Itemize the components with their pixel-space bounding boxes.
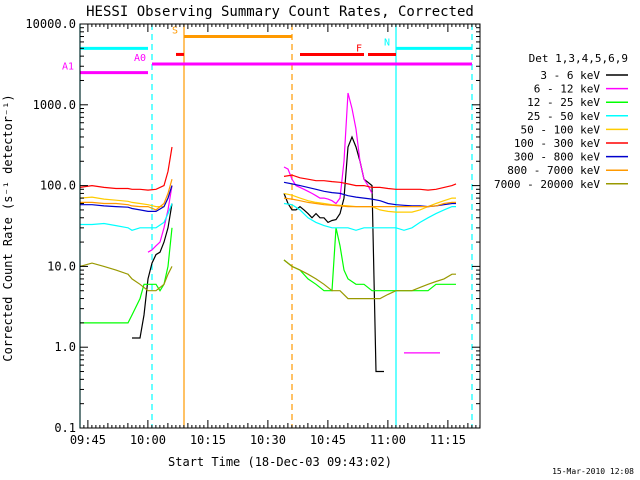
x-tick-label: 10:00 <box>130 433 166 447</box>
y-tick-label: 10.0 <box>47 259 76 273</box>
legend-entry-label: 25 - 50 keV <box>527 110 600 123</box>
axes: 0.1 1.0 10.0 100.0 1000.0 10000.0 09:45 10:00 10… <box>25 17 481 447</box>
series-line <box>132 135 384 373</box>
y-tick-label: 1000.0 <box>33 98 76 112</box>
series-line <box>79 259 456 300</box>
legend-entry-label: 3 - 6 keV <box>540 69 600 82</box>
legend-entry-label: 100 - 300 keV <box>514 137 600 150</box>
chart-title: HESSI Observing Summary Count Rates, Cor… <box>86 4 474 20</box>
flag-bars: N S F A0 A1 <box>62 26 472 75</box>
legend-entry-label: 50 - 100 keV <box>521 123 601 136</box>
x-tick-label: 11:15 <box>430 433 466 447</box>
y-tick-label: 100.0 <box>40 179 76 193</box>
x-tick-label: 11:00 <box>370 433 406 447</box>
footer-date-stamp: 15-Mar-2010 12:08 <box>552 467 634 476</box>
x-tick-label: 10:45 <box>310 433 346 447</box>
series-line <box>147 92 440 354</box>
x-tick-label: 10:15 <box>190 433 226 447</box>
x-tick-label: 10:30 <box>250 433 286 447</box>
flag-bar-label: S <box>172 26 178 37</box>
series-lines <box>79 92 457 373</box>
y-tick-label: 0.1 <box>54 421 76 435</box>
series-line <box>79 146 457 191</box>
series-line <box>80 202 456 231</box>
x-axis-title: Start Time (18-Dec-03 09:43:02) <box>168 455 392 469</box>
y-tick-label: 1.0 <box>54 340 76 354</box>
flag-bar-label: A1 <box>62 62 74 73</box>
x-tick-label: 09:45 <box>70 433 106 447</box>
flag-bar-label: A0 <box>134 53 146 64</box>
y-axis-title: Corrected Count Rate (s⁻¹ detector⁻¹) <box>1 94 15 361</box>
legend-entry-label: 12 - 25 keV <box>527 96 600 109</box>
legend-entry-label: 800 - 7000 keV <box>507 164 600 177</box>
y-tick-label: 10000.0 <box>25 17 76 31</box>
flag-bar-label: F <box>356 43 362 54</box>
legend-title: Det 1,3,4,5,6,9 <box>529 52 628 65</box>
legend-entry-label: 300 - 800 keV <box>514 151 600 164</box>
legend-entry-label: 6 - 12 keV <box>534 83 601 96</box>
series-line <box>80 179 456 211</box>
legend-entry-label: 7000 - 20000 keV <box>494 178 600 191</box>
flag-bar-label: N <box>384 37 390 48</box>
